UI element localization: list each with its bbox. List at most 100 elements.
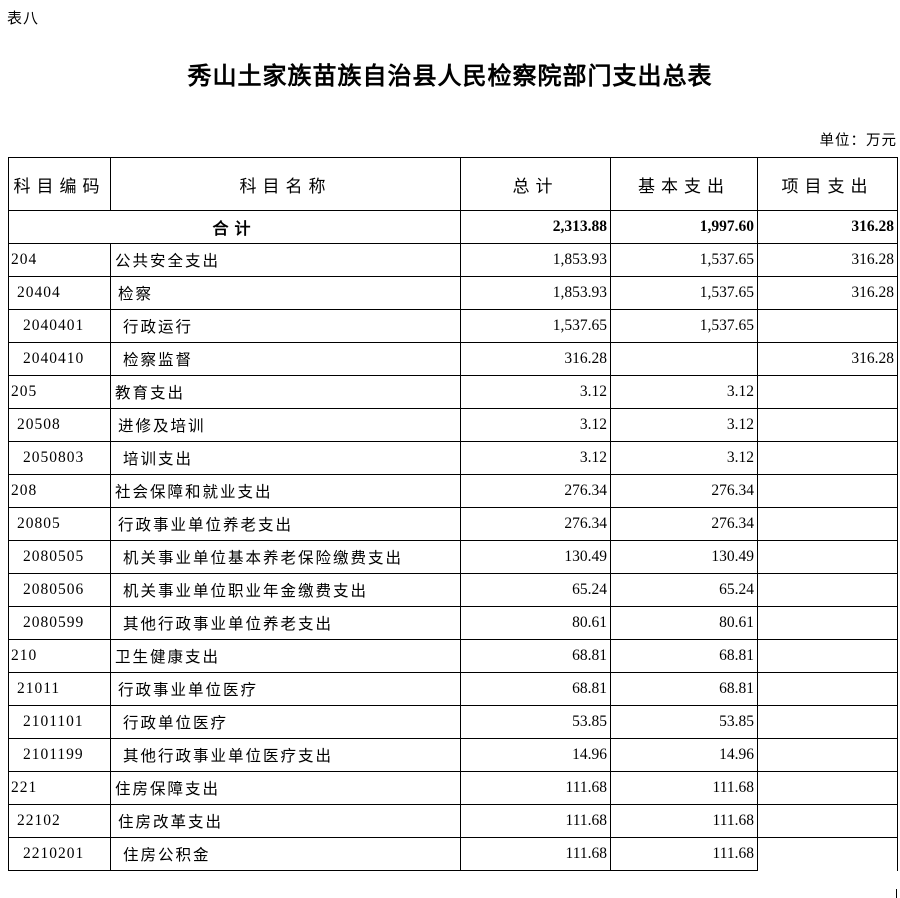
subject-name-cell: 机关事业单位职业年金缴费支出 — [110, 573, 461, 607]
subject-code-cell: 2040401 — [8, 309, 111, 343]
table-row: 210 卫生健康支出 68.81 68.81 — [8, 639, 898, 673]
basic-expenditure-cell: 111.68 — [610, 837, 758, 871]
table-row: 2080506 机关事业单位职业年金缴费支出 65.24 65.24 — [8, 573, 898, 607]
total-value-cell: 276.34 — [460, 507, 611, 541]
subject-code-cell: 210 — [8, 639, 111, 673]
subject-code-cell: 2080505 — [8, 540, 111, 574]
basic-expenditure-cell: 1,537.65 — [610, 243, 758, 277]
project-expenditure-cell — [757, 375, 898, 409]
page-title: 秀山土家族苗族自治县人民检察院部门支出总表 — [187, 64, 713, 90]
subject-name-cell: 进修及培训 — [110, 408, 461, 442]
basic-expenditure-cell: 276.34 — [610, 474, 758, 508]
project-expenditure-cell — [757, 507, 898, 541]
basic-expenditure-cell: 65.24 — [610, 573, 758, 607]
total-value-cell: 111.68 — [460, 837, 611, 871]
table-row: 20508 进修及培训 3.12 3.12 — [8, 408, 898, 442]
table-header: 科目编码 科目名称 总计 基本支出 项目支出 — [8, 157, 898, 211]
basic-expenditure-cell: 3.12 — [610, 375, 758, 409]
subject-name-cell: 其他行政事业单位医疗支出 — [110, 738, 461, 772]
grand-total-project-value: 316.28 — [757, 210, 898, 244]
subject-name-cell: 行政运行 — [110, 309, 461, 343]
project-expenditure-cell — [757, 573, 898, 607]
subject-code-cell: 22102 — [8, 804, 111, 838]
basic-expenditure-cell — [610, 342, 758, 376]
total-value-cell: 1,853.93 — [460, 243, 611, 277]
total-value-cell: 14.96 — [460, 738, 611, 772]
table-row: 2210201 住房公积金 111.68 111.68 — [8, 837, 898, 871]
table-right-border-cutoff — [896, 889, 897, 898]
grand-total-row: 合计 2,313.88 1,997.60 316.28 — [8, 210, 898, 244]
project-expenditure-cell: 316.28 — [757, 342, 898, 376]
table-row: 20404 检察 1,853.93 1,537.65 316.28 — [8, 276, 898, 310]
subject-name-cell: 住房改革支出 — [110, 804, 461, 838]
subject-code-cell: 21011 — [8, 672, 111, 706]
project-expenditure-cell — [757, 672, 898, 706]
subject-code-cell: 20805 — [8, 507, 111, 541]
table-row: 21011 行政事业单位医疗 68.81 68.81 — [8, 672, 898, 706]
total-value-cell: 68.81 — [460, 639, 611, 673]
subject-code-cell: 20404 — [8, 276, 111, 310]
total-value-cell: 130.49 — [460, 540, 611, 574]
subject-name-cell: 卫生健康支出 — [110, 639, 461, 673]
table-row: 2080599 其他行政事业单位养老支出 80.61 80.61 — [8, 606, 898, 640]
project-expenditure-cell — [757, 309, 898, 343]
table-row: 221 住房保障支出 111.68 111.68 — [8, 771, 898, 805]
subject-name-cell: 行政事业单位养老支出 — [110, 507, 461, 541]
table-row: 2080505 机关事业单位基本养老保险缴费支出 130.49 130.49 — [8, 540, 898, 574]
subject-code-cell: 205 — [8, 375, 111, 409]
basic-expenditure-cell: 1,537.65 — [610, 309, 758, 343]
table-row: 2040410 检察监督 316.28 316.28 — [8, 342, 898, 376]
basic-expenditure-cell: 68.81 — [610, 672, 758, 706]
expenditure-table: 科目编码 科目名称 总计 基本支出 项目支出 合计 2,313.88 1,997… — [8, 157, 898, 871]
column-header-subject-name: 科目名称 — [110, 157, 461, 211]
table-row: 20805 行政事业单位养老支出 276.34 276.34 — [8, 507, 898, 541]
project-expenditure-cell — [757, 837, 898, 871]
basic-expenditure-cell: 111.68 — [610, 771, 758, 805]
basic-expenditure-cell: 111.68 — [610, 804, 758, 838]
table-number-label: 表八 — [7, 11, 40, 27]
table-row: 22102 住房改革支出 111.68 111.68 — [8, 804, 898, 838]
subject-code-cell: 2101199 — [8, 738, 111, 772]
table-row: 204 公共安全支出 1,853.93 1,537.65 316.28 — [8, 243, 898, 277]
subject-name-cell: 检察监督 — [110, 342, 461, 376]
basic-expenditure-cell: 14.96 — [610, 738, 758, 772]
project-expenditure-cell — [757, 540, 898, 574]
subject-name-cell: 公共安全支出 — [110, 243, 461, 277]
table-row: 208 社会保障和就业支出 276.34 276.34 — [8, 474, 898, 508]
project-expenditure-cell — [757, 606, 898, 640]
subject-name-cell: 机关事业单位基本养老保险缴费支出 — [110, 540, 461, 574]
project-expenditure-cell — [757, 441, 898, 475]
subject-code-cell: 20508 — [8, 408, 111, 442]
total-value-cell: 111.68 — [460, 804, 611, 838]
subject-code-cell: 2080506 — [8, 573, 111, 607]
grand-total-basic-value: 1,997.60 — [610, 210, 758, 244]
basic-expenditure-cell: 276.34 — [610, 507, 758, 541]
subject-name-cell: 住房保障支出 — [110, 771, 461, 805]
project-expenditure-cell — [757, 408, 898, 442]
total-value-cell: 53.85 — [460, 705, 611, 739]
total-value-cell: 276.34 — [460, 474, 611, 508]
table-row: 2101101 行政单位医疗 53.85 53.85 — [8, 705, 898, 739]
grand-total-label: 合计 — [8, 210, 461, 244]
basic-expenditure-cell: 53.85 — [610, 705, 758, 739]
subject-name-cell: 行政单位医疗 — [110, 705, 461, 739]
subject-code-cell: 208 — [8, 474, 111, 508]
grand-total-value: 2,313.88 — [460, 210, 611, 244]
basic-expenditure-cell: 1,537.65 — [610, 276, 758, 310]
table-row: 2101199 其他行政事业单位医疗支出 14.96 14.96 — [8, 738, 898, 772]
basic-expenditure-cell: 80.61 — [610, 606, 758, 640]
subject-name-cell: 其他行政事业单位养老支出 — [110, 606, 461, 640]
column-header-project-expenditure: 项目支出 — [757, 157, 898, 211]
subject-code-cell: 2050803 — [8, 441, 111, 475]
project-expenditure-cell — [757, 738, 898, 772]
subject-name-cell: 教育支出 — [110, 375, 461, 409]
project-expenditure-cell: 316.28 — [757, 243, 898, 277]
total-value-cell: 316.28 — [460, 342, 611, 376]
total-value-cell: 111.68 — [460, 771, 611, 805]
project-expenditure-cell: 316.28 — [757, 276, 898, 310]
subject-code-cell: 2210201 — [8, 837, 111, 871]
subject-name-cell: 培训支出 — [110, 441, 461, 475]
header-row: 科目编码 科目名称 总计 基本支出 项目支出 — [8, 157, 898, 211]
subject-code-cell: 204 — [8, 243, 111, 277]
